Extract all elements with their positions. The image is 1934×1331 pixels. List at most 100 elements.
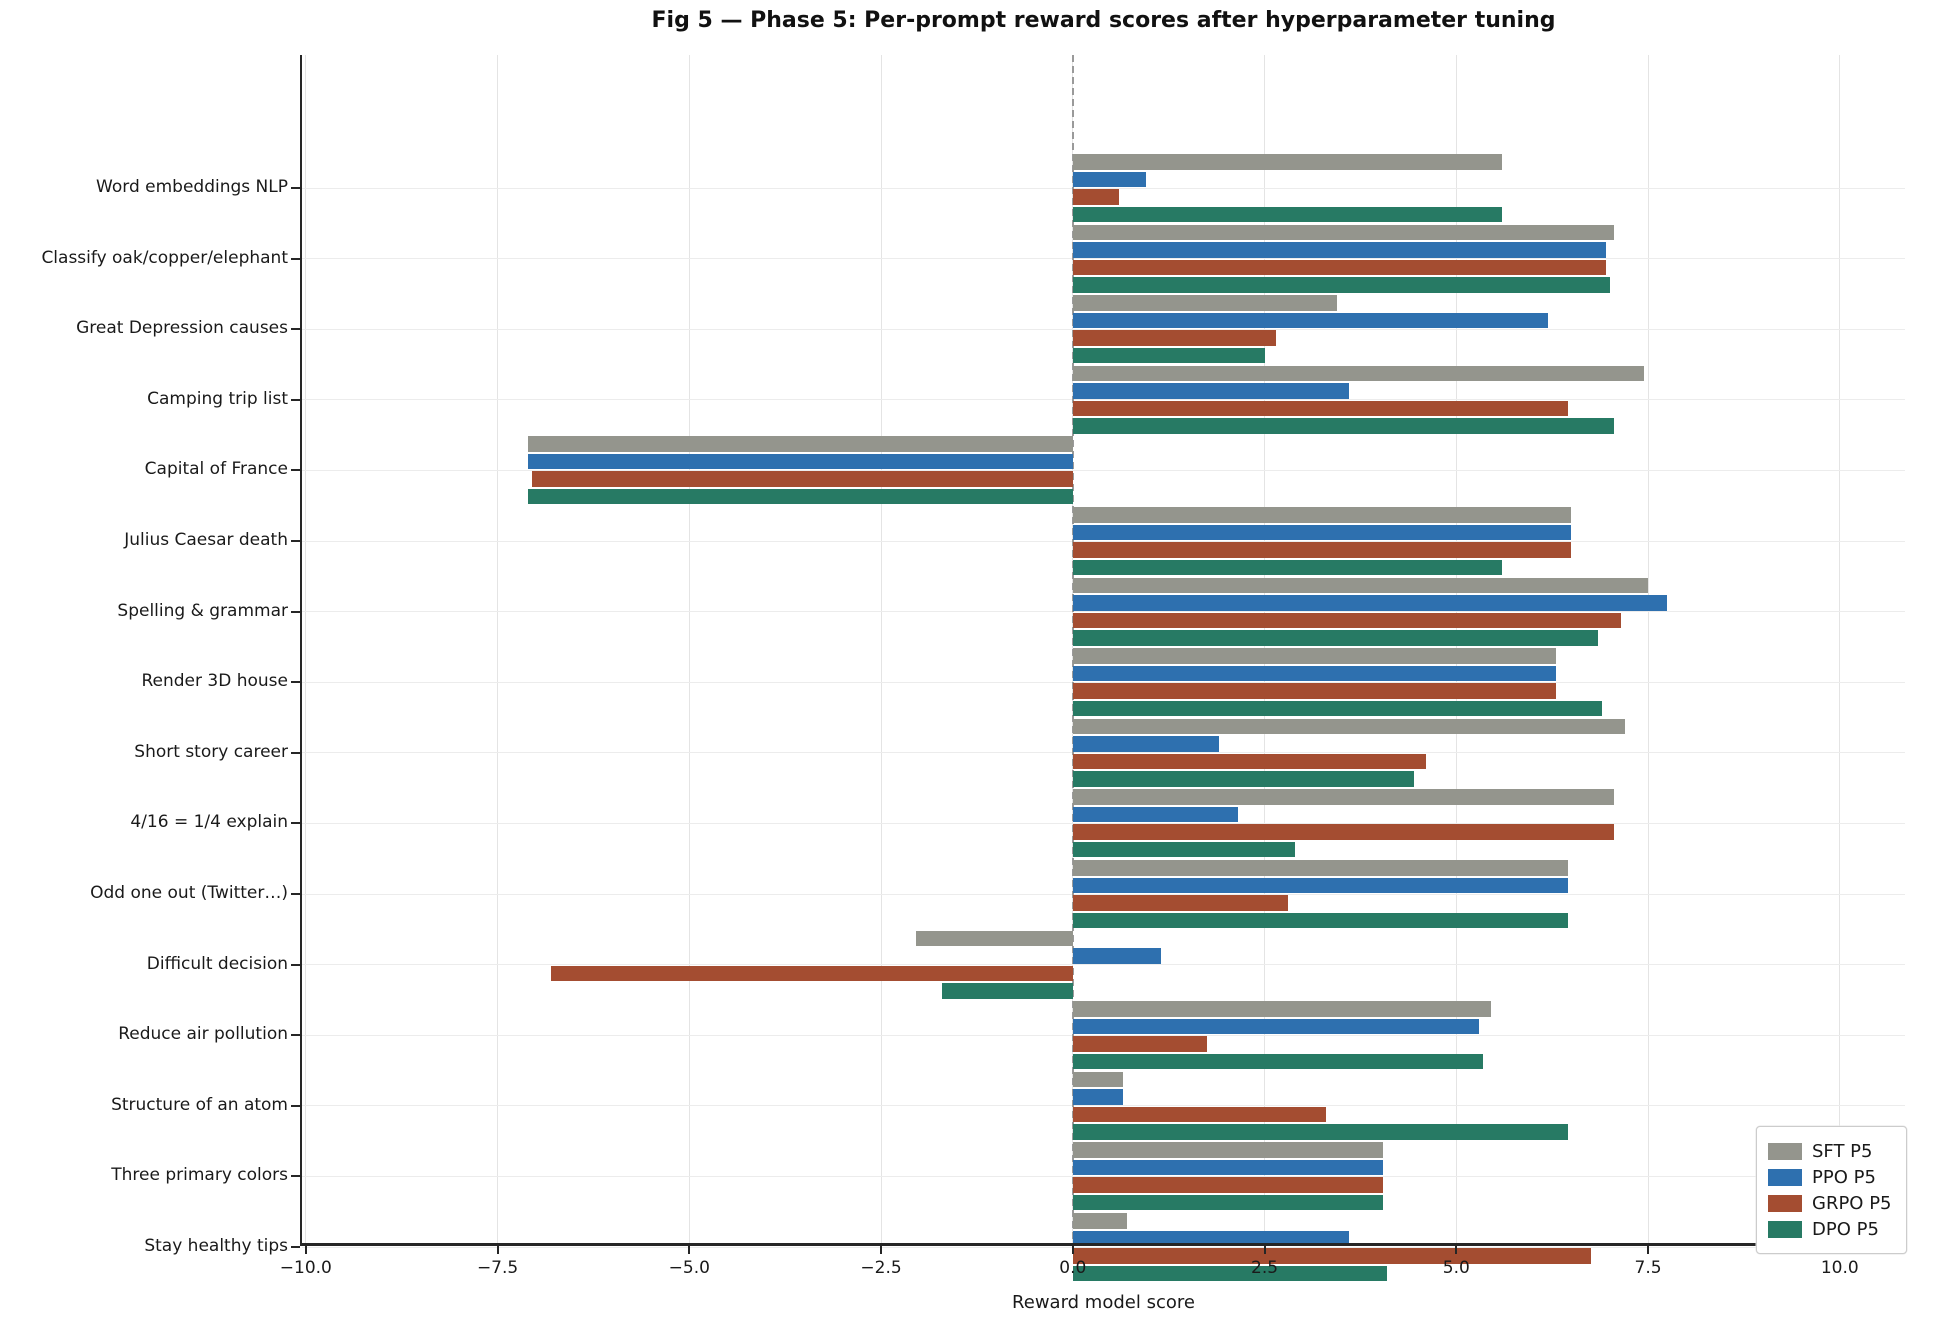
bar-sft-p5	[1072, 295, 1338, 311]
bar-ppo-p5	[1072, 171, 1146, 187]
x-axis-label: Reward model score	[1012, 1292, 1195, 1313]
bar-grpo-p5	[1072, 753, 1426, 770]
legend-label: DPO P5	[1812, 1218, 1879, 1240]
plot-area	[302, 55, 1905, 1281]
legend-swatch-ppo-icon	[1768, 1168, 1802, 1186]
y-gridline	[302, 1105, 1905, 1107]
legend-swatch-dpo-icon	[1768, 1220, 1802, 1238]
y-tick-mark	[291, 681, 300, 684]
y-tick-label: 4/16 = 1/4 explain	[130, 812, 288, 833]
y-tick-mark	[291, 822, 300, 825]
x-tick-mark	[1263, 1245, 1266, 1254]
bar-dpo-p5	[1072, 1053, 1484, 1070]
bar-grpo-p5	[551, 965, 1073, 982]
y-tick-label: Reduce air pollution	[118, 1024, 288, 1045]
bar-grpo-p5	[1072, 189, 1119, 205]
x-tick-label: 0.0	[1059, 1258, 1087, 1278]
y-gridline	[302, 1175, 1905, 1177]
bar-grpo-p5	[1072, 683, 1556, 699]
y-tick-label: Render 3D house	[141, 671, 288, 692]
y-gridline	[302, 1246, 1905, 1248]
bar-sft-p5	[1072, 224, 1614, 241]
y-tick-label: Stay healthy tips	[144, 1236, 288, 1256]
y-tick-label: Spelling & grammar	[117, 600, 288, 621]
y-tick-label: Great Depression causes	[76, 318, 288, 339]
bar-ppo-p5	[1072, 1089, 1123, 1105]
bar-ppo-p5	[1072, 1159, 1384, 1176]
bar-dpo-p5	[1072, 559, 1503, 575]
bar-ppo-p5	[1072, 242, 1606, 258]
y-tick-label: Capital of France	[144, 459, 288, 480]
y-tick-label: Short story career	[134, 741, 288, 762]
y-gridline	[302, 964, 1905, 966]
x-gridline	[497, 55, 499, 1243]
y-tick-mark	[291, 963, 300, 966]
legend-item-dpo-p5: DPO P5	[1768, 1217, 1894, 1241]
legend-swatch-grpo-icon	[1768, 1194, 1802, 1212]
bar-sft-p5	[1072, 718, 1626, 735]
y-tick-mark	[291, 1034, 300, 1037]
bar-dpo-p5	[1072, 418, 1614, 434]
y-tick-label: Structure of an atom	[111, 1094, 288, 1115]
y-gridline	[302, 540, 1905, 542]
bar-sft-p5	[1072, 648, 1556, 664]
bar-grpo-p5	[1072, 542, 1572, 558]
chart-title: Fig 5 — Phase 5: Per-prompt reward score…	[651, 8, 1556, 33]
bar-sft-p5	[1072, 1071, 1123, 1088]
bar-sft-p5	[1072, 507, 1572, 523]
bar-grpo-p5	[1072, 1177, 1384, 1193]
bar-dpo-p5	[1072, 771, 1415, 787]
x-tick-label: 2.5	[1251, 1258, 1279, 1278]
legend: SFT P5 PPO P5 GRPO P5 DPO P5	[1756, 1126, 1907, 1254]
x-tick-label: 10.0	[1820, 1258, 1859, 1278]
y-gridline	[302, 681, 1905, 683]
y-gridline	[302, 1034, 1905, 1036]
legend-item-sft-p5: SFT P5	[1768, 1139, 1894, 1163]
x-gridline	[880, 55, 882, 1243]
legend-label: SFT P5	[1812, 1140, 1873, 1162]
y-gridline	[302, 822, 1905, 824]
x-tick-mark	[496, 1245, 499, 1254]
y-tick-label: Word embeddings NLP	[96, 177, 288, 197]
bar-dpo-p5	[1072, 1194, 1384, 1211]
x-tick-mark	[1071, 1245, 1074, 1254]
legend-label: GRPO P5	[1812, 1192, 1892, 1214]
x-gridline	[305, 55, 307, 1243]
x-tick-label: −2.5	[860, 1258, 902, 1278]
y-gridline	[302, 187, 1905, 189]
legend-swatch-sft-icon	[1768, 1142, 1802, 1160]
bar-grpo-p5	[1072, 400, 1568, 417]
bar-dpo-p5	[942, 983, 1073, 999]
y-tick-mark	[291, 1246, 300, 1248]
y-gridline	[302, 752, 1905, 754]
bar-sft-p5	[1072, 860, 1568, 876]
x-gridline	[1839, 55, 1841, 1243]
bar-grpo-p5	[1072, 259, 1606, 276]
y-gridline	[302, 893, 1905, 895]
y-gridline	[302, 611, 1905, 613]
bar-ppo-p5	[1072, 1018, 1480, 1035]
bar-grpo-p5	[1072, 1106, 1326, 1123]
x-gridline	[1647, 55, 1649, 1243]
y-tick-label: Odd one out (Twitter…)	[90, 883, 288, 903]
bar-sft-p5	[1072, 1001, 1491, 1017]
x-tick-mark	[880, 1245, 883, 1254]
bar-dpo-p5	[1072, 630, 1599, 646]
x-gridline	[688, 55, 690, 1243]
bar-ppo-p5	[1072, 383, 1349, 399]
legend-item-ppo-p5: PPO P5	[1768, 1165, 1894, 1189]
y-tick-mark	[291, 893, 300, 895]
x-tick-label: −5.0	[668, 1258, 710, 1278]
bar-ppo-p5	[1072, 948, 1162, 964]
y-gridline	[302, 469, 1905, 471]
bar-ppo-p5	[528, 453, 1073, 470]
y-tick-mark	[291, 610, 300, 613]
x-tick-label: 5.0	[1442, 1258, 1470, 1278]
legend-item-grpo-p5: GRPO P5	[1768, 1191, 1894, 1215]
y-tick-mark	[291, 751, 300, 754]
bar-dpo-p5	[1072, 700, 1603, 717]
bar-grpo-p5	[1072, 1036, 1208, 1052]
y-tick-label: Julius Caesar death	[124, 530, 288, 550]
bar-sft-p5	[1072, 1213, 1127, 1229]
